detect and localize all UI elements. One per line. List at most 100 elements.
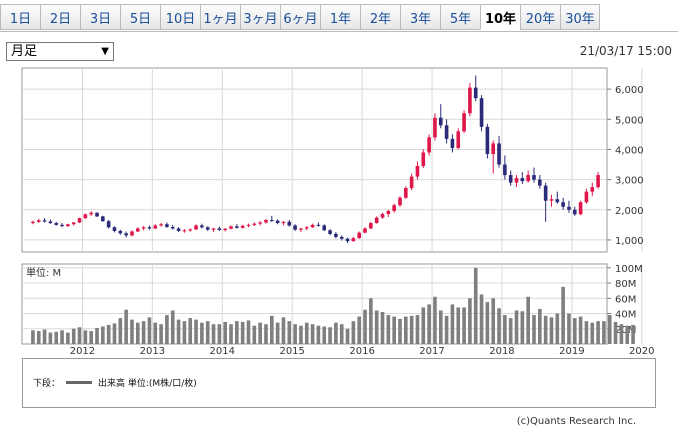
volume-bar — [473, 267, 478, 344]
candle-body — [596, 175, 600, 188]
volume-bar — [631, 324, 635, 344]
candle-body — [427, 137, 431, 153]
candle-body — [176, 228, 181, 231]
candle-body — [135, 228, 140, 232]
tab-12[interactable]: 10年 — [480, 4, 520, 30]
volume-bar — [386, 315, 391, 344]
candle-body — [211, 228, 216, 230]
tab-3[interactable]: 5日 — [120, 4, 160, 30]
candle-body — [584, 191, 589, 203]
volume-bar — [293, 324, 297, 344]
candle-body — [334, 233, 338, 237]
volume-bar — [491, 298, 496, 344]
volume-tick-label: 100M — [615, 264, 643, 275]
volume-bar — [71, 328, 76, 344]
candle-body — [543, 185, 548, 201]
candle-body — [351, 238, 356, 242]
candle-body — [194, 225, 198, 230]
candle-body — [188, 229, 193, 231]
tab-13[interactable]: 20年 — [520, 4, 560, 30]
volume-bar — [147, 317, 152, 344]
candle-body — [485, 126, 490, 154]
interval-select[interactable]: 月足 ▼ — [6, 42, 114, 61]
volume-bar — [118, 318, 123, 344]
candle-body — [141, 227, 146, 229]
volume-bar — [590, 322, 595, 344]
legend-prefix: 下段： — [33, 379, 61, 389]
volume-bar — [31, 330, 35, 344]
volume-bar — [421, 307, 426, 344]
volume-bar — [269, 315, 274, 344]
x-tick-label: 2016 — [349, 346, 374, 357]
x-tick-label: 2020 — [629, 346, 654, 357]
volume-bar — [235, 321, 239, 344]
candle-body — [526, 175, 530, 182]
candle-body — [246, 224, 251, 226]
candle-body — [147, 227, 152, 229]
candle-body — [456, 131, 461, 148]
tab-4[interactable]: 10日 — [160, 4, 200, 30]
tab-9[interactable]: 2年 — [360, 4, 400, 30]
volume-bar — [596, 321, 600, 344]
y-tick-label: 3,000 — [615, 176, 644, 187]
candle-body — [398, 197, 402, 206]
volume-bar — [468, 298, 472, 344]
volume-bar — [60, 330, 64, 344]
tab-2[interactable]: 3日 — [80, 4, 120, 30]
candle-body — [555, 199, 560, 203]
volume-bar — [310, 324, 315, 344]
volume-bar — [339, 324, 344, 344]
candle-body — [60, 224, 64, 227]
volume-bar — [450, 304, 455, 344]
candle-body — [275, 220, 280, 224]
y-tick-label: 6,000 — [615, 85, 644, 96]
chevron-down-icon: ▼ — [101, 46, 109, 57]
volume-bar — [36, 331, 41, 344]
tab-7[interactable]: 6ヶ月 — [280, 4, 320, 30]
legend-label: 出来高 単位:(M株/口/枚) — [98, 379, 197, 389]
volume-bar — [240, 321, 245, 344]
volume-bar — [625, 325, 630, 344]
tab-5[interactable]: 1ヶ月 — [200, 4, 240, 30]
tab-6[interactable]: 3ヶ月 — [240, 4, 280, 30]
candle-body — [95, 212, 99, 217]
volume-bar — [299, 325, 303, 344]
candle-body — [438, 117, 443, 126]
candle-body — [578, 202, 583, 215]
y-tick-label: 4,000 — [615, 145, 644, 156]
volume-bar — [165, 315, 169, 344]
tab-0[interactable]: 1日 — [0, 4, 40, 30]
volume-bar — [200, 322, 204, 344]
volume-bar — [141, 321, 146, 344]
volume-bar — [182, 321, 187, 344]
volume-bar — [607, 315, 612, 344]
candle-body — [404, 188, 408, 198]
volume-bar — [322, 326, 327, 344]
candle-body — [322, 225, 327, 231]
tab-8[interactable]: 1年 — [320, 4, 360, 30]
volume-bar — [613, 321, 618, 344]
candle-body — [567, 206, 571, 210]
candle-body — [328, 230, 332, 234]
candle-body — [520, 178, 525, 182]
candle-body — [258, 222, 262, 224]
tab-14[interactable]: 30年 — [560, 4, 600, 30]
volume-bar — [229, 324, 233, 344]
candle-body — [532, 175, 536, 180]
volume-bar — [380, 312, 385, 344]
volume-bar — [456, 307, 461, 344]
candle-body — [205, 227, 210, 230]
tab-1[interactable]: 2日 — [40, 4, 80, 30]
volume-bar — [42, 329, 47, 344]
tab-11[interactable]: 5年 — [440, 4, 480, 30]
period-tabs: 1日 2日 3日 5日 10日 1ヶ月 3ヶ月 6ヶ月 1年 2年 3年 5年 10年 20年 30年 — [0, 4, 678, 32]
volume-bar — [427, 304, 431, 344]
tab-10[interactable]: 3年 — [400, 4, 440, 30]
volume-bar — [264, 324, 268, 344]
volume-bar — [567, 313, 571, 344]
candle-body — [112, 227, 117, 231]
candle-body — [182, 230, 187, 232]
candle-body — [200, 225, 204, 228]
volume-bar — [287, 321, 292, 344]
y-tick-label: 5,000 — [615, 115, 644, 126]
